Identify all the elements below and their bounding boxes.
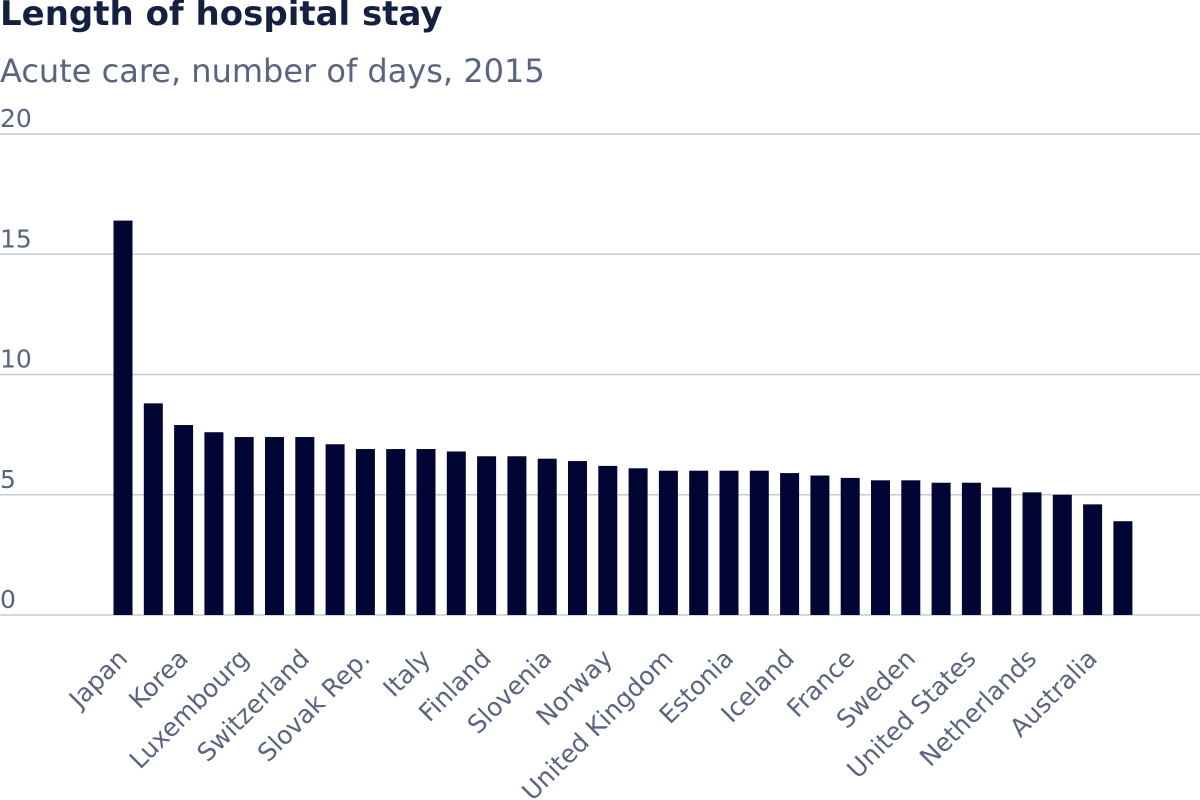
bar	[1052, 494, 1072, 615]
bar	[234, 437, 254, 615]
bar	[416, 449, 436, 615]
bar	[204, 432, 224, 615]
y-tick-label: 10	[0, 345, 32, 374]
bar	[961, 482, 981, 615]
bar	[810, 475, 830, 615]
y-tick-label: 5	[0, 465, 16, 494]
bar	[992, 487, 1012, 615]
bar	[174, 425, 194, 615]
bar	[477, 456, 497, 615]
bar	[507, 456, 527, 615]
bar	[598, 465, 618, 615]
y-tick-label: 20	[0, 104, 32, 133]
bar	[325, 444, 345, 615]
bar	[689, 470, 709, 615]
bar	[1113, 521, 1133, 615]
bar	[113, 220, 133, 615]
bar	[295, 437, 315, 615]
bar	[901, 480, 921, 615]
bar	[871, 480, 890, 615]
bar	[143, 403, 163, 615]
bar	[719, 470, 739, 615]
bar	[537, 458, 557, 615]
bars	[113, 220, 1133, 615]
y-tick-label: 0	[0, 585, 16, 614]
y-tick-label: 15	[0, 224, 32, 253]
bar	[840, 477, 860, 615]
bar	[749, 470, 769, 615]
bar	[446, 451, 466, 615]
bar	[355, 449, 375, 615]
bar	[1083, 504, 1103, 615]
bar	[658, 470, 678, 615]
bar	[386, 449, 406, 615]
bar	[780, 473, 800, 615]
chart-title: Length of hospital stay	[0, 0, 443, 34]
bar	[931, 482, 951, 615]
bar	[568, 461, 587, 615]
x-tick-label: Japan	[62, 644, 133, 715]
bar	[1022, 492, 1042, 615]
y-axis-ticks: 0 5 10 15 20	[0, 104, 32, 614]
bar	[628, 468, 648, 615]
bar	[265, 437, 284, 615]
chart-subtitle: Acute care, number of days, 2015	[0, 52, 545, 90]
